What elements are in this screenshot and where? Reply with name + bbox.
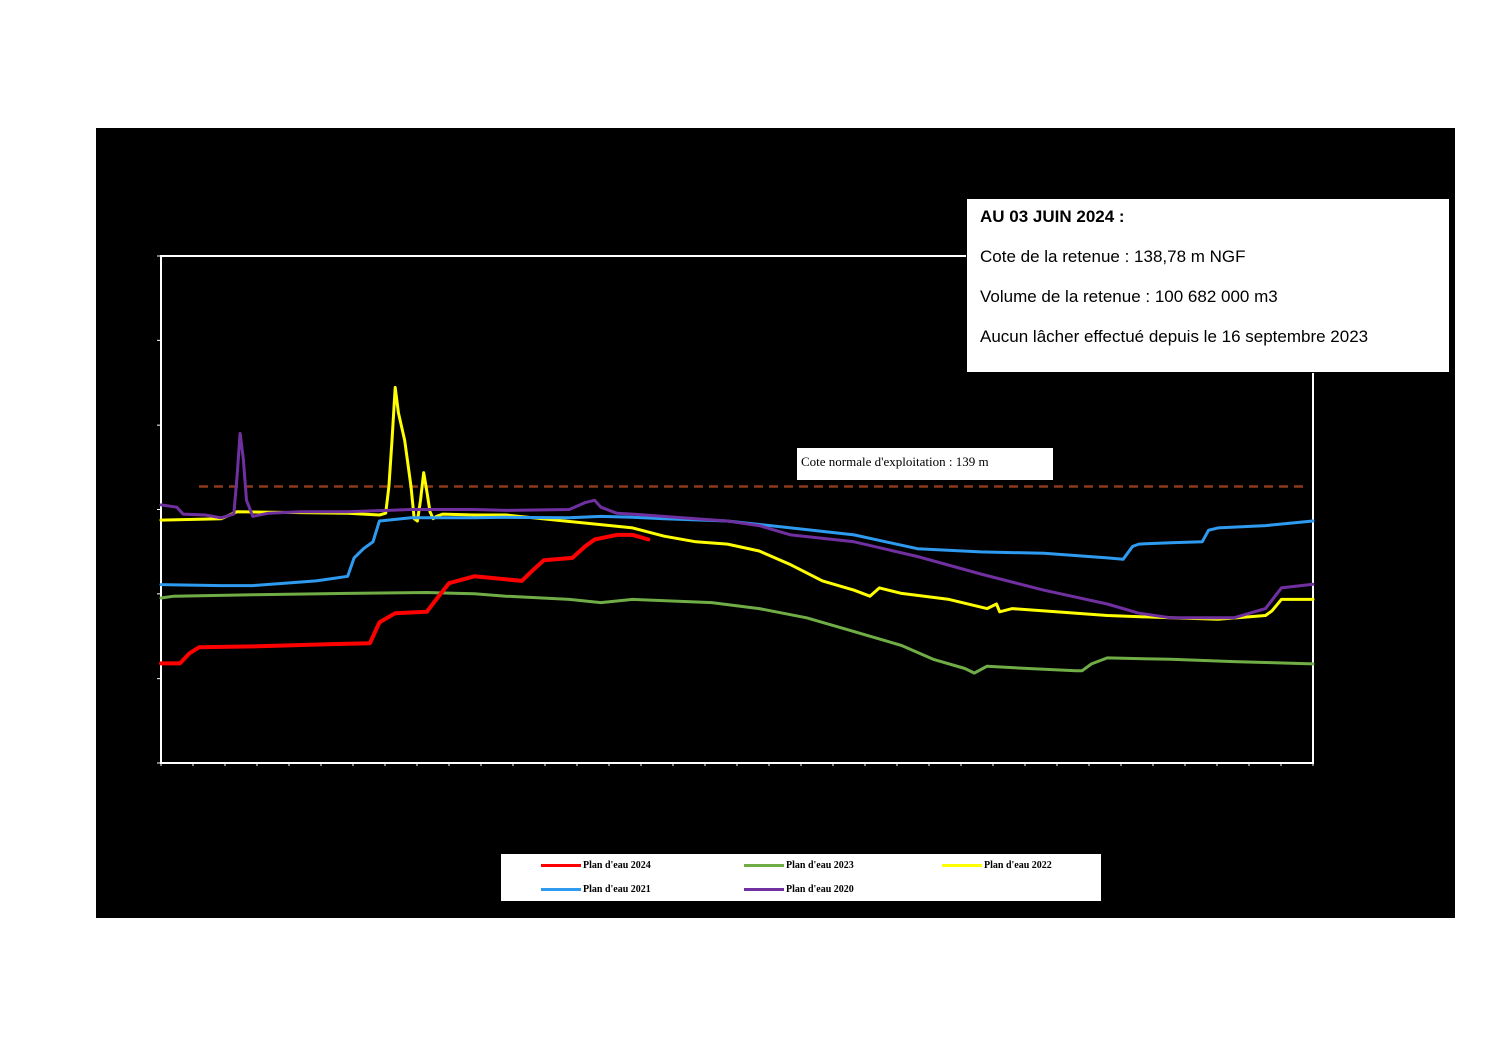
series-line-2021 — [159, 514, 1315, 588]
legend-label: Plan d'eau 2023 — [786, 859, 854, 871]
legend-item: Plan d'eau 2024 — [541, 858, 651, 872]
legend-item: Plan d'eau 2022 — [942, 858, 1052, 872]
info-title: AU 03 JUIN 2024 : — [980, 207, 1125, 226]
legend-label: Plan d'eau 2024 — [583, 859, 651, 871]
series-line-2022 — [159, 385, 1315, 621]
legend-label: Plan d'eau 2020 — [786, 883, 854, 895]
legend-item: Plan d'eau 2023 — [744, 858, 854, 872]
legend-item: Plan d'eau 2020 — [744, 882, 854, 896]
info-cote: Cote de la retenue : 138,78 m NGF — [980, 247, 1246, 266]
legend-label: Plan d'eau 2022 — [984, 859, 1052, 871]
chart-svg — [157, 255, 1315, 766]
info-lacher: Aucun lâcher effectué depuis le 16 septe… — [980, 327, 1369, 346]
legend-swatch — [541, 887, 581, 891]
legend-swatch — [744, 863, 784, 867]
legend: Plan d'eau 2024 Plan d'eau 2023 Plan d'eau… — [501, 854, 1101, 901]
legend-swatch — [541, 863, 581, 867]
series-line-2024 — [159, 532, 651, 666]
legend-swatch — [744, 887, 784, 891]
legend-label: Plan d'eau 2021 — [583, 883, 651, 895]
info-box: AU 03 JUIN 2024 : Cote de la retenue : 1… — [966, 198, 1450, 373]
series-line-2023 — [159, 591, 1315, 675]
reference-line-label: Cote normale d'exploitation : 139 m — [797, 448, 1053, 480]
legend-item: Plan d'eau 2021 — [541, 882, 651, 896]
info-volume: Volume de la retenue : 100 682 000 m3 — [980, 287, 1278, 306]
legend-swatch — [942, 863, 982, 867]
series-line-2020 — [159, 431, 1315, 620]
